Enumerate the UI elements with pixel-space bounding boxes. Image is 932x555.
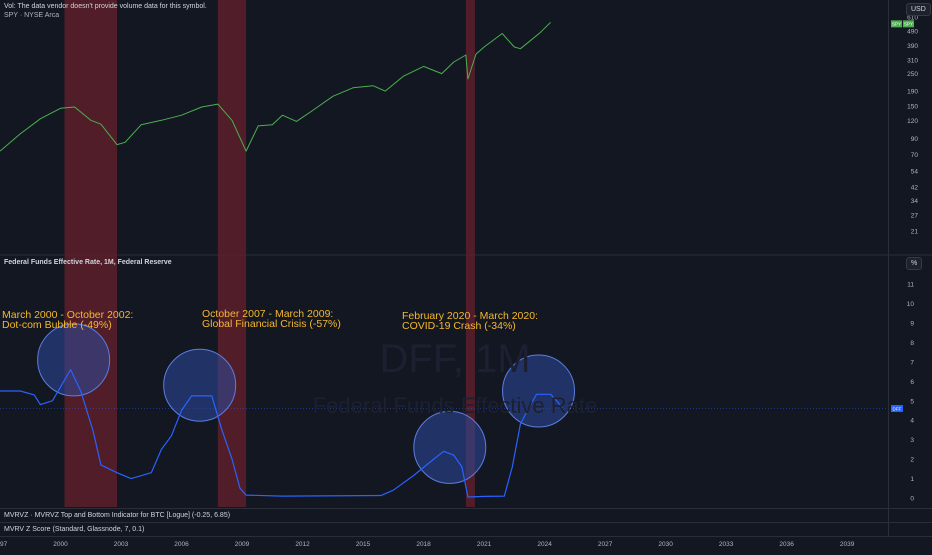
annotation-circle: [163, 348, 237, 422]
time-axis-tick-label: 2036: [779, 541, 794, 548]
annotation-dotcom: March 2000 - October 2002: Dot-com Bubbl…: [2, 309, 134, 331]
dff-y-tick-label: 2: [910, 457, 914, 464]
dff-current-value-tag: DFF: [891, 405, 903, 413]
recession-band: [217, 0, 247, 507]
annotation-gfc-period: October 2007 - March 2009:: [202, 308, 334, 320]
symbol-legend[interactable]: SPY · NYSE Arca: [4, 12, 60, 19]
time-axis-tick-label: 2024: [537, 541, 552, 548]
spy-y-tick-label: 120: [907, 118, 918, 125]
indicator-pane-mvrvz[interactable]: MVRVZ · MVRVZ Top and Bottom Indicator f…: [0, 508, 932, 523]
spy-y-tick-label: 610: [907, 14, 918, 21]
volume-notice: Vol: The data vendor doesn't provide vol…: [4, 3, 207, 10]
spy-y-tick-label: 70: [911, 152, 919, 159]
spy-y-tick-label: 250: [907, 71, 918, 78]
time-axis-tick-label: 2039: [840, 541, 855, 548]
spy-last-price-label: SPY: [904, 22, 913, 27]
annotation-gfc: October 2007 - March 2009: Global Financ…: [202, 308, 341, 330]
annotation-gfc-event: Global Financial Crisis (-57%): [202, 318, 341, 330]
dff-pane-title[interactable]: Federal Funds Effective Rate, 1M, Federa…: [4, 259, 172, 266]
spy-y-tick-label: 42: [911, 185, 919, 192]
time-axis-tick-label: 2018: [416, 541, 431, 548]
dff-y-tick-label: 6: [910, 379, 914, 386]
spy-y-axis: 21 27 34 42 54 70 90 120 150 190 250 310 390 490 610: [907, 14, 918, 235]
indicator-mvrv-z-label[interactable]: MVRV Z Score (Standard, Glassnode, 7, 0.…: [4, 526, 145, 533]
spy-y-tick-label: 390: [907, 43, 918, 50]
spy-last-price-tag: SPY: [903, 20, 914, 28]
annotation-dotcom-event: Dot-com Bubble (-49%): [2, 319, 112, 331]
dff-current-value-label: DFF: [893, 406, 902, 411]
dff-y-tick-label: 3: [910, 437, 914, 444]
annotation-dotcom-period: March 2000 - October 2002:: [2, 309, 134, 321]
time-axis: 1997 2000 2003 2006 2009 2012 2015 2018 2021 2024…: [0, 541, 855, 548]
time-axis-tick-label: 2012: [295, 541, 310, 548]
indicator-pane-mvrv-z[interactable]: MVRV Z Score (Standard, Glassnode, 7, 0.…: [0, 522, 932, 537]
watermark-symbol: DFF, 1M: [379, 337, 531, 381]
dff-series-line: [0, 369, 564, 498]
annotation-covid-event: COVID-19 Crash (-34%): [402, 320, 516, 332]
time-axis-tick-label: 2000: [53, 541, 68, 548]
recession-band: [64, 0, 117, 507]
recession-band: [465, 0, 475, 507]
watermark-name: Federal Funds Effective Rate: [312, 393, 598, 418]
spy-y-tick-label: 34: [911, 198, 919, 205]
spy-last-price-label: SPY: [892, 22, 901, 27]
dff-y-tick-label: 8: [910, 340, 914, 347]
recession-bands: [64, 0, 475, 507]
currency-button[interactable]: USD: [906, 3, 931, 16]
time-axis-tick-label: 1997: [0, 541, 8, 548]
annotation-circles: [37, 323, 576, 484]
time-axis-tick-label: 2006: [174, 541, 189, 548]
spy-y-tick-label: 21: [911, 229, 919, 236]
annotation-circle: [502, 354, 576, 428]
time-axis-tick-label: 2033: [719, 541, 734, 548]
dff-y-tick-label: 4: [910, 418, 914, 425]
spy-y-tick-label: 310: [907, 57, 918, 64]
spy-series-line: [0, 21, 551, 152]
spy-y-tick-label: 54: [911, 169, 919, 176]
dff-y-tick-label: 0: [910, 496, 914, 503]
spy-y-tick-label: 490: [907, 28, 918, 35]
spy-last-price-box: [891, 20, 902, 28]
indicator-mvrvz-label[interactable]: MVRVZ · MVRVZ Top and Bottom Indicator f…: [4, 512, 231, 519]
spy-y-tick-label: 90: [911, 136, 919, 143]
dff-current-value-box: [891, 405, 903, 413]
spy-y-tick-label: 190: [907, 89, 918, 96]
dff-y-tick-label: 5: [910, 398, 914, 405]
time-axis-tick-label: 2021: [477, 541, 492, 548]
spy-last-price-tag: SPY: [891, 20, 902, 28]
spy-last-price-box: [903, 20, 914, 28]
percent-scale-button[interactable]: %: [906, 257, 923, 270]
time-axis-tick-label: 2027: [598, 541, 613, 548]
dff-y-tick-label: 11: [907, 282, 914, 289]
dff-y-tick-label: 7: [910, 359, 914, 366]
dff-y-tick-label: 9: [910, 320, 914, 327]
annotation-circle: [413, 410, 487, 484]
annotation-circle: [37, 323, 111, 397]
spy-y-tick-label: 150: [907, 104, 918, 111]
annotation-covid-period: February 2020 - March 2020:: [402, 310, 538, 322]
time-axis-tick-label: 2030: [658, 541, 673, 548]
dff-y-tick-label: 1: [910, 476, 914, 483]
time-axis-tick-label: 2003: [114, 541, 129, 548]
spy-y-tick-label: 27: [911, 213, 919, 220]
time-axis-tick-label: 2015: [356, 541, 371, 548]
dff-y-tick-label: 10: [907, 301, 915, 308]
annotation-covid: February 2020 - March 2020: COVID-19 Cra…: [402, 310, 538, 332]
time-axis-tick-label: 2009: [235, 541, 250, 548]
dff-y-axis: 0 1 2 3 4 5 6 7 8 9 10 11: [907, 282, 915, 503]
